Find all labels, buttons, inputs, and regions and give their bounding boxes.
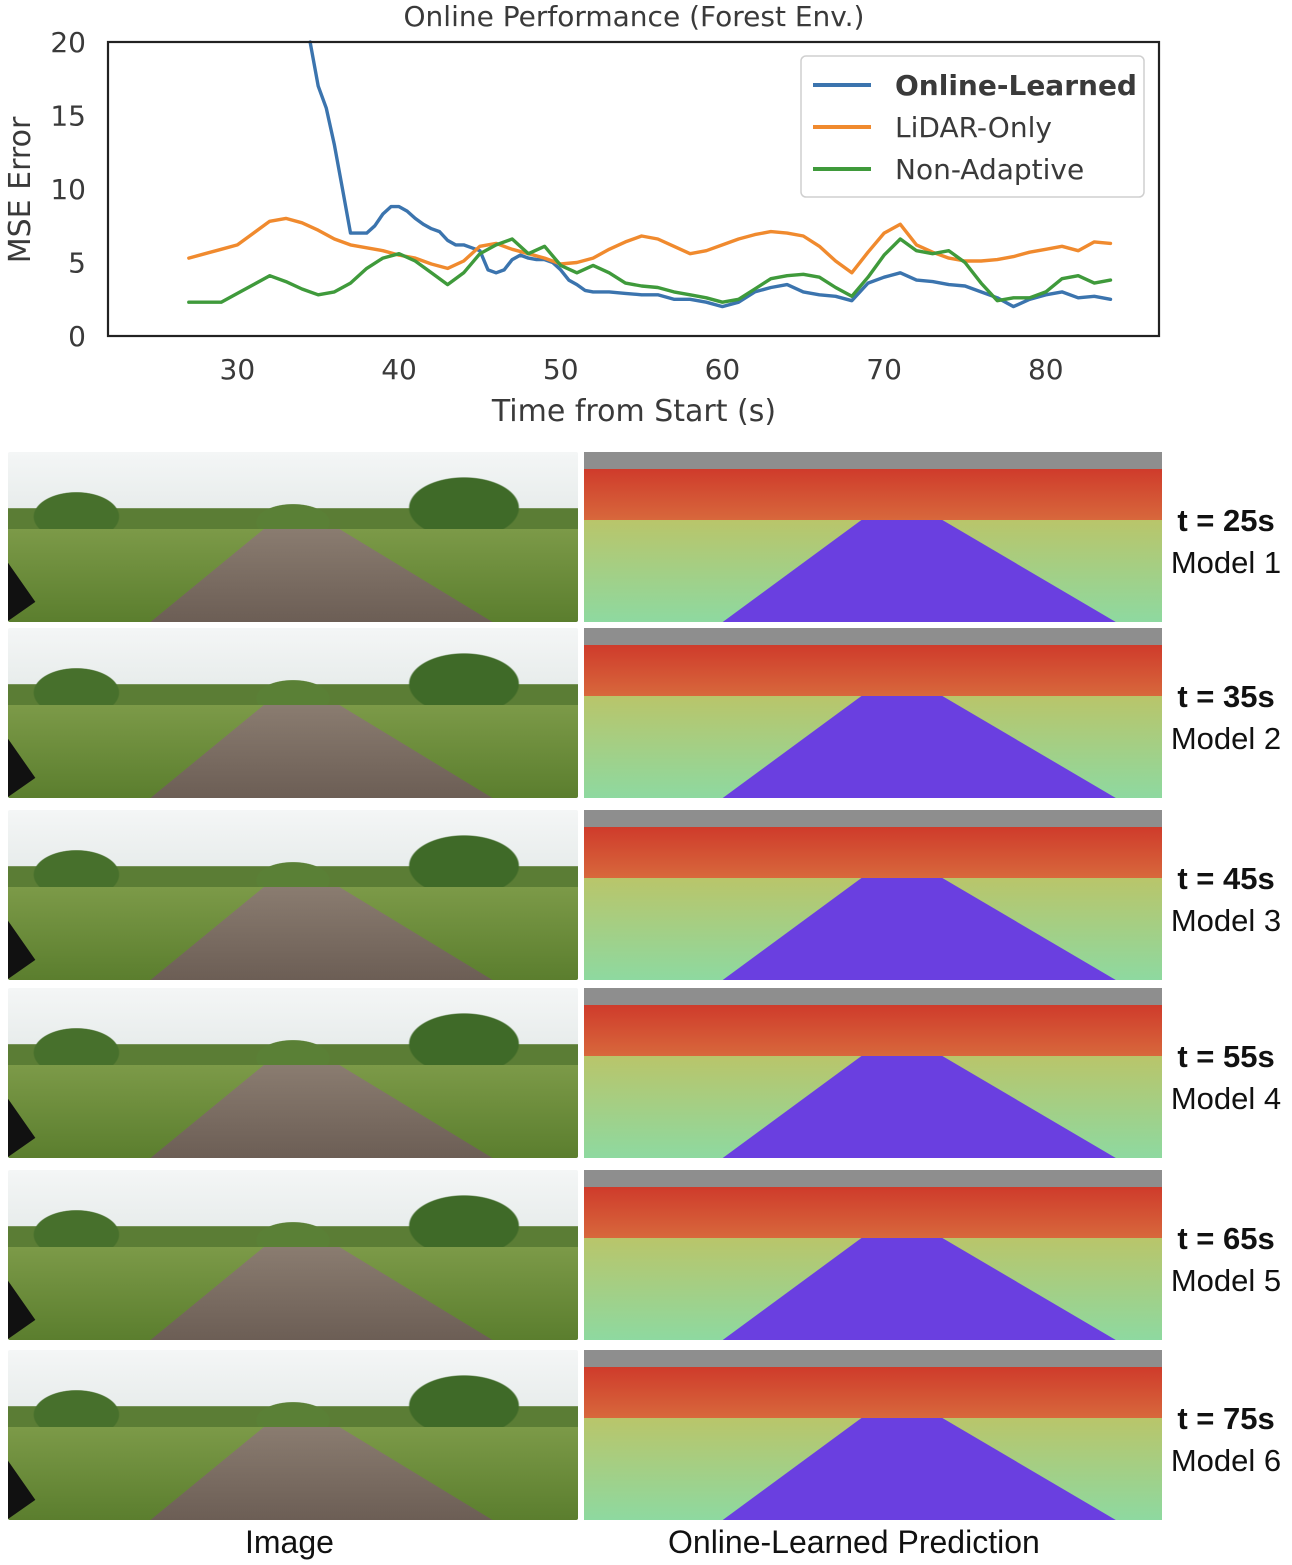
chart-title: Online Performance (Forest Env.): [404, 0, 865, 33]
camera-image: [8, 1350, 578, 1520]
x-tick-label: 80: [1028, 353, 1064, 386]
x-tick-label: 60: [705, 353, 741, 386]
x-tick-label: 70: [866, 353, 902, 386]
frame-row: t = 25s Model 1: [0, 452, 1292, 624]
legend-label: LiDAR-Only: [895, 111, 1052, 144]
y-tick-label: 10: [50, 173, 86, 206]
frame-row: t = 45s Model 3: [0, 810, 1292, 982]
camera-image: [8, 1170, 578, 1340]
x-axis-ticks: 30 40 50 60 70 80: [220, 353, 1064, 386]
frame-row: t = 35s Model 2: [0, 628, 1292, 800]
image-column-caption: Image: [245, 1524, 334, 1560]
frame-label: t = 45s Model 3: [1162, 858, 1290, 942]
prediction-heatmap: [584, 988, 1162, 1158]
frame-model: Model 6: [1170, 1443, 1282, 1478]
y-axis-ticks: 0 5 10 15 20: [50, 26, 86, 353]
prediction-column-caption: Online-Learned Prediction: [668, 1524, 1040, 1560]
legend: Online-Learned LiDAR-Only Non-Adaptive: [800, 55, 1145, 198]
prediction-heatmap: [584, 452, 1162, 622]
camera-image: [8, 628, 578, 798]
frame-row: t = 55s Model 4: [0, 988, 1292, 1160]
frame-label: t = 55s Model 4: [1162, 1036, 1290, 1120]
y-tick-label: 20: [50, 26, 86, 59]
prediction-heatmap: [584, 1170, 1162, 1340]
plot-frame: [106, 40, 1161, 338]
prediction-heatmap: [584, 1350, 1162, 1520]
series-line-1: [308, 40, 1113, 309]
legend-label: Non-Adaptive: [895, 153, 1084, 186]
legend-box: [800, 55, 1145, 198]
camera-image: [8, 452, 578, 622]
legend-label: Online-Learned: [895, 69, 1137, 102]
frame-row: t = 75s Model 6: [0, 1350, 1292, 1522]
camera-image: [8, 988, 578, 1158]
frame-time: t = 65s: [1177, 1221, 1275, 1256]
frame-model: Model 3: [1170, 903, 1282, 938]
frame-model: Model 2: [1170, 721, 1282, 756]
prediction-heatmap: [584, 810, 1162, 980]
x-tick-label: 50: [543, 353, 579, 386]
frame-label: t = 75s Model 6: [1162, 1398, 1290, 1482]
frame-label: t = 35s Model 2: [1162, 676, 1290, 760]
frame-model: Model 1: [1170, 545, 1282, 580]
frame-model: Model 5: [1170, 1263, 1282, 1298]
series-layer: [187, 40, 1113, 309]
frame-row: t = 65s Model 5: [0, 1170, 1292, 1342]
x-tick-label: 30: [220, 353, 256, 386]
frame-time: t = 45s: [1177, 861, 1275, 896]
frame-time: t = 75s: [1177, 1401, 1275, 1436]
mse-line-chart: Online Performance (Forest Env.) 0 5 10 15 2…: [3, 0, 1161, 429]
prediction-heatmap: [584, 628, 1162, 798]
frame-time: t = 35s: [1177, 679, 1275, 714]
camera-image: [8, 810, 578, 980]
y-tick-label: 5: [68, 247, 86, 280]
y-tick-label: 15: [50, 100, 86, 133]
y-tick-label: 0: [68, 320, 86, 353]
frame-time: t = 25s: [1177, 503, 1275, 538]
series-line-3: [187, 237, 1113, 304]
frame-time: t = 55s: [1177, 1039, 1275, 1074]
y-axis-label: MSE Error: [3, 116, 38, 263]
frame-label: t = 25s Model 1: [1162, 500, 1290, 584]
x-axis-label: Time from Start (s): [491, 394, 776, 429]
frame-model: Model 4: [1170, 1081, 1282, 1116]
frame-label: t = 65s Model 5: [1162, 1218, 1290, 1302]
x-tick-label: 40: [381, 353, 417, 386]
series-line-2: [187, 216, 1113, 275]
